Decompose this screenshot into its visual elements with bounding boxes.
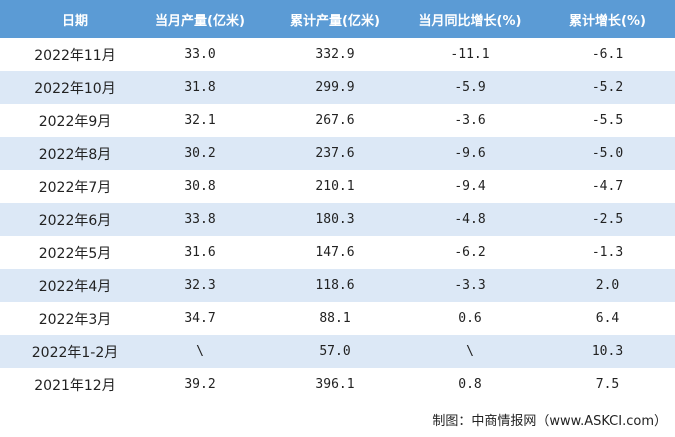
table-row: 2022年11月 33.0 332.9 -11.1 -6.1 [0, 38, 675, 71]
table-cell: -6.2 [454, 245, 486, 260]
table-cell: -3.3 [454, 278, 486, 293]
header-cell: 当月同比增长(%) [418, 13, 522, 29]
table-cell: 237.6 [315, 146, 355, 161]
table-row: 2022年3月 34.7 88.1 0.6 6.4 [0, 302, 675, 335]
table-cell: 33.8 [184, 212, 216, 227]
table-cell: 396.1 [315, 377, 355, 392]
table-cell: 2022年6月 [38, 212, 112, 229]
table-cell: 299.9 [315, 80, 355, 95]
table-cell: -4.8 [454, 212, 486, 227]
table-cell: 32.3 [184, 278, 216, 293]
table-row: 2022年10月 31.8 299.9 -5.9 -5.2 [0, 71, 675, 104]
table-row: 2022年1-2月 \ 57.0 \ 10.3 [0, 335, 675, 368]
table-cell: -6.1 [591, 47, 624, 62]
table-cell: 2022年4月 [38, 278, 112, 295]
table-cell: 34.7 [184, 311, 216, 326]
table-cell: 332.9 [315, 47, 355, 62]
table-cell: 2022年10月 [34, 80, 116, 97]
table-row: 2022年5月 31.6 147.6 -6.2 -1.3 [0, 236, 675, 269]
table-row: 2022年9月 32.1 267.6 -3.6 -5.5 [0, 104, 675, 137]
table-cell: 118.6 [315, 278, 355, 293]
table-cell: 147.6 [315, 245, 355, 260]
table-row: 2022年8月 30.2 237.6 -9.6 -5.0 [0, 137, 675, 170]
table-cell: 2022年9月 [38, 113, 112, 130]
table-cell: \ [466, 344, 474, 359]
table-cell: 33.0 [184, 47, 216, 62]
table-cell: 267.6 [315, 113, 355, 128]
table-cell: 10.3 [591, 344, 624, 359]
table-header: 日期 当月产量(亿米) 累计产量(亿米) 当月同比增长(%) 累计增长(%) [0, 0, 675, 38]
table-row: 2022年6月 33.8 180.3 -4.8 -2.5 [0, 203, 675, 236]
table-cell: 2.0 [595, 278, 620, 293]
table-cell: -5.2 [591, 80, 624, 95]
table-cell: 30.8 [184, 179, 216, 194]
table-cell: -5.5 [591, 113, 624, 128]
header-cell: 累计产量(亿米) [290, 13, 380, 29]
table-cell: 57.0 [319, 344, 351, 359]
table-row: 2022年7月 30.8 210.1 -9.4 -4.7 [0, 170, 675, 203]
table-cell: 32.1 [184, 113, 216, 128]
table-cell: 2022年11月 [34, 47, 116, 64]
table-cell: 31.8 [184, 80, 216, 95]
table-row: 2022年4月 32.3 118.6 -3.3 2.0 [0, 269, 675, 302]
table-cell: 39.2 [184, 377, 216, 392]
table-cell: 2022年5月 [38, 245, 112, 262]
table-cell: -11.1 [450, 47, 490, 62]
table-cell: 30.2 [184, 146, 216, 161]
table-cell: -5.9 [454, 80, 486, 95]
table-cell: \ [196, 344, 204, 359]
table-cell: 2022年7月 [38, 179, 112, 196]
footer: 制图：中商情报网（www.ASKCI.com） [432, 414, 667, 429]
table-cell: 0.8 [458, 377, 482, 392]
table-cell: 2022年8月 [38, 146, 112, 163]
table-row: 2021年12月 39.2 396.1 0.8 7.5 [0, 368, 675, 401]
table-cell: 2021年12月 [34, 377, 116, 394]
table-cell: 6.4 [595, 311, 620, 326]
table-cell: -2.5 [591, 212, 624, 227]
table-cell: -9.6 [454, 146, 486, 161]
table-cell: 2022年1-2月 [31, 344, 119, 361]
table-cell: -1.3 [591, 245, 624, 260]
table-cell: 180.3 [315, 212, 355, 227]
header-cell: 累计增长(%) [569, 13, 646, 29]
header-cell: 当月产量(亿米) [155, 13, 245, 29]
table-cell: -5.0 [591, 146, 624, 161]
table-cell: 88.1 [319, 311, 351, 326]
table-cell: 210.1 [315, 179, 355, 194]
table-cell: 2022年3月 [38, 311, 112, 328]
table-cell: -3.6 [454, 113, 486, 128]
header-cell: 日期 [61, 13, 88, 29]
table-cell: -4.7 [591, 179, 624, 194]
table-cell: 7.5 [595, 377, 620, 392]
table-cell: -9.4 [454, 179, 486, 194]
table-cell: 0.6 [458, 311, 482, 326]
table-cell: 31.6 [184, 245, 216, 260]
